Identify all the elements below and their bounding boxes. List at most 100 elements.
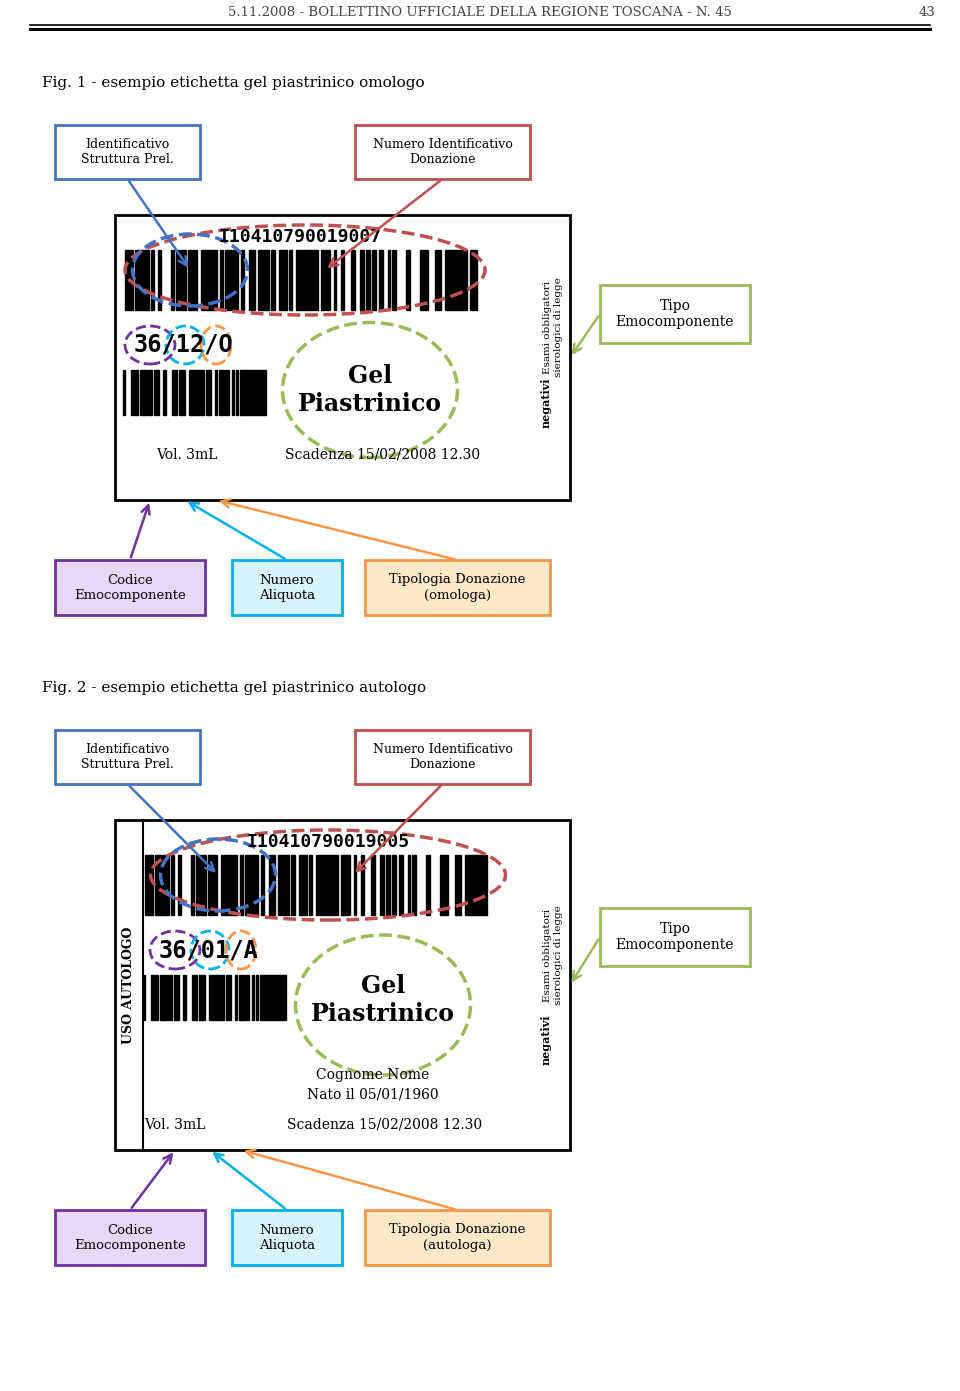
Text: Tipo
Emocomponente: Tipo Emocomponente xyxy=(615,922,734,951)
Bar xyxy=(226,370,229,415)
Bar xyxy=(253,855,257,915)
Bar xyxy=(425,250,428,310)
Bar xyxy=(400,855,403,915)
Bar xyxy=(421,250,425,310)
Bar xyxy=(314,250,318,310)
Bar xyxy=(330,855,333,915)
Bar xyxy=(440,855,441,915)
Bar xyxy=(150,370,152,415)
Bar xyxy=(184,250,186,310)
Bar xyxy=(230,855,232,915)
Bar xyxy=(156,370,158,415)
Bar xyxy=(482,855,484,915)
Bar xyxy=(291,855,294,915)
Bar xyxy=(205,250,207,310)
Text: Codice
Emocomponente: Codice Emocomponente xyxy=(74,1224,186,1252)
Bar xyxy=(282,250,283,310)
Bar xyxy=(155,975,158,1020)
Bar xyxy=(184,975,186,1020)
Bar xyxy=(189,370,191,415)
Bar xyxy=(334,250,336,310)
Bar xyxy=(452,250,455,310)
Bar xyxy=(320,855,324,915)
Bar xyxy=(232,855,234,915)
Text: Numero Identificativo
Donazione: Numero Identificativo Donazione xyxy=(372,743,513,771)
Bar xyxy=(380,250,383,310)
Bar xyxy=(360,250,364,310)
Text: Numero
Aliquota: Numero Aliquota xyxy=(259,1224,315,1252)
Bar xyxy=(228,975,230,1020)
Text: I10410790019007: I10410790019007 xyxy=(219,228,381,246)
Bar xyxy=(258,250,261,310)
Text: negativi: negativi xyxy=(540,1015,551,1066)
Bar xyxy=(176,250,179,310)
Bar xyxy=(240,370,243,415)
Bar xyxy=(135,370,138,415)
Bar xyxy=(441,855,445,915)
Bar xyxy=(324,855,327,915)
Bar xyxy=(220,250,223,310)
Bar xyxy=(178,855,181,915)
Bar xyxy=(326,250,330,310)
Bar xyxy=(212,250,214,310)
Bar xyxy=(366,250,370,310)
FancyBboxPatch shape xyxy=(232,561,342,615)
Bar xyxy=(428,855,430,915)
Bar xyxy=(204,855,206,915)
Text: Identificativo
Struttura Prel.: Identificativo Struttura Prel. xyxy=(82,743,174,771)
Text: Numero Identificativo
Donazione: Numero Identificativo Donazione xyxy=(372,138,513,166)
FancyBboxPatch shape xyxy=(115,216,570,499)
Text: Vol. 3mL: Vol. 3mL xyxy=(144,1118,205,1132)
Text: Fig. 1 - esempio etichetta gel piastrinico omologo: Fig. 1 - esempio etichetta gel piastrini… xyxy=(42,77,424,90)
Bar xyxy=(296,250,300,310)
Bar xyxy=(231,250,233,310)
Bar xyxy=(229,855,230,915)
Bar xyxy=(201,250,205,310)
Bar xyxy=(170,975,172,1020)
Bar xyxy=(151,975,154,1020)
Bar xyxy=(261,250,265,310)
Bar xyxy=(299,855,302,915)
Bar xyxy=(486,855,487,915)
Bar xyxy=(209,975,211,1020)
Bar xyxy=(152,250,154,310)
Bar xyxy=(207,370,210,415)
Bar xyxy=(321,250,323,310)
Bar xyxy=(143,250,145,310)
Bar xyxy=(214,370,217,415)
Bar xyxy=(197,370,199,415)
Bar xyxy=(386,855,390,915)
Bar xyxy=(277,975,279,1020)
Bar xyxy=(257,370,259,415)
Text: Scadenza 15/02/2008 12.30: Scadenza 15/02/2008 12.30 xyxy=(287,1118,483,1132)
Bar xyxy=(405,250,409,310)
Bar xyxy=(159,975,161,1020)
Bar xyxy=(354,855,356,915)
Bar xyxy=(158,250,161,310)
Bar xyxy=(289,250,291,310)
Bar xyxy=(252,855,253,915)
FancyBboxPatch shape xyxy=(55,730,200,785)
Bar xyxy=(310,855,312,915)
Text: Codice
Emocomponente: Codice Emocomponente xyxy=(74,573,186,601)
Bar xyxy=(473,250,477,310)
Bar xyxy=(222,975,224,1020)
Bar xyxy=(316,855,320,915)
Bar xyxy=(154,370,156,415)
Bar xyxy=(425,855,428,915)
Bar xyxy=(137,250,139,310)
Text: 5.11.2008 - BOLLETTINO UFFICIALE DELLA REGIONE TOSCANA - N. 45: 5.11.2008 - BOLLETTINO UFFICIALE DELLA R… xyxy=(228,7,732,19)
Bar xyxy=(128,250,131,310)
Bar xyxy=(388,250,390,310)
Bar xyxy=(300,250,303,310)
Bar xyxy=(134,250,137,310)
Bar xyxy=(263,975,265,1020)
Bar xyxy=(444,250,448,310)
Bar xyxy=(209,855,212,915)
Bar xyxy=(484,855,486,915)
Bar xyxy=(464,250,466,310)
Bar xyxy=(468,855,470,915)
Bar xyxy=(234,855,236,915)
Bar xyxy=(151,250,152,310)
Bar xyxy=(171,250,174,310)
